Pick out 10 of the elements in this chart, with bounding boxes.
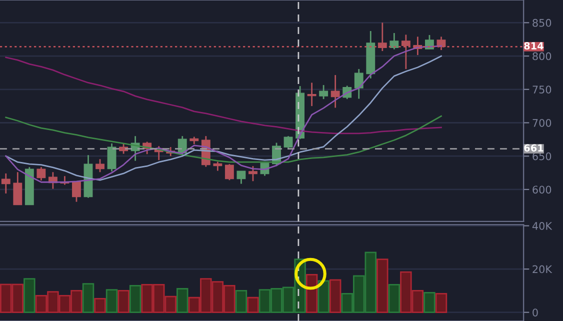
y-tick-label: 600 [532,186,552,194]
y-tick-label: 850 [532,18,552,27]
y-tick-label: 0 [532,308,538,316]
ref-line-label: 661 [524,144,544,152]
y-tick-label: 40K [532,222,552,230]
ref-line-label: 814 [524,42,544,50]
y-tick-label: 700 [532,118,552,127]
y-tick-label: 800 [532,52,552,60]
y-tick-label: 20K [532,265,552,274]
y-tick-label: 750 [532,86,552,94]
